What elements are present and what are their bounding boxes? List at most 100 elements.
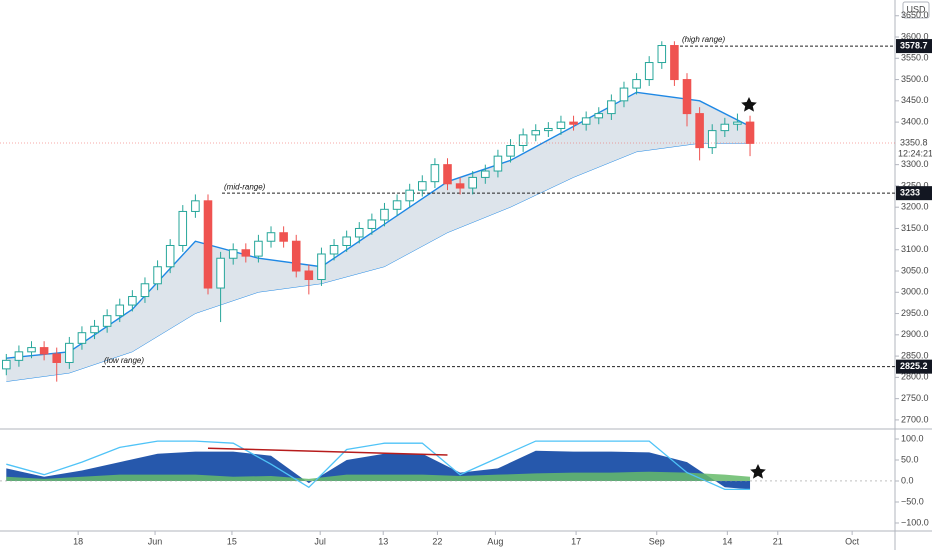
candle-body <box>506 145 515 157</box>
candle-body <box>695 113 704 149</box>
candle-body <box>52 353 62 363</box>
x-tick-label: 13 <box>378 536 388 546</box>
candle-body <box>266 232 276 242</box>
level-tag-label: 2825.2 <box>900 361 928 371</box>
y-tick-label: 3650.0 <box>901 10 929 20</box>
y-tick-label: 2850.0 <box>901 350 929 360</box>
candle-body <box>455 183 465 189</box>
candle-body <box>531 130 541 136</box>
candle-body <box>493 155 503 172</box>
candle-body <box>405 189 414 202</box>
x-tick-label: 22 <box>432 536 442 546</box>
osc-y-tick-label: −100.0 <box>901 517 929 527</box>
candle-body <box>241 249 251 257</box>
osc-y-tick-label: 50.0 <box>901 454 919 464</box>
level-note: (low range) <box>104 356 144 365</box>
candle-body <box>594 113 604 119</box>
candle-body <box>544 127 553 132</box>
candle-body <box>367 219 377 229</box>
candle-body <box>128 296 137 306</box>
candle-body <box>418 181 427 191</box>
x-tick-label: 21 <box>773 536 783 546</box>
level-note: (high range) <box>682 35 725 44</box>
y-tick-label: 3550.0 <box>901 53 929 63</box>
osc-y-tick-label: −50.0 <box>901 496 924 506</box>
y-tick-label: 3100.0 <box>901 244 929 254</box>
star-icon <box>741 97 757 112</box>
y-tick-label: 3250.0 <box>901 180 929 190</box>
x-tick-label: Sep <box>649 536 665 546</box>
candle-body <box>165 244 175 268</box>
candle-body <box>304 270 314 281</box>
candle-body <box>102 315 112 327</box>
candle-body <box>657 45 667 64</box>
candle-body <box>569 121 578 125</box>
candle-body <box>90 325 99 334</box>
candle-body <box>430 164 440 183</box>
candle-body <box>342 236 351 246</box>
candle-body <box>203 200 213 289</box>
x-tick-label: 18 <box>73 536 83 546</box>
candle-body <box>2 359 11 370</box>
x-tick-label: Oct <box>845 536 860 546</box>
y-tick-label: 3500.0 <box>901 74 929 84</box>
candle-body <box>632 79 641 89</box>
x-tick-label: Aug <box>487 536 503 546</box>
candle-body <box>644 62 654 81</box>
candle-body <box>556 121 566 129</box>
candle-body <box>216 257 225 289</box>
candle-body <box>380 208 389 221</box>
ribbon-lower <box>6 143 751 382</box>
y-tick-label: 3300.0 <box>901 159 929 169</box>
candle-body <box>329 244 339 255</box>
candle-body <box>39 347 49 355</box>
candle-body <box>481 170 490 178</box>
level-tag <box>896 39 932 54</box>
y-tick-label: 3400.0 <box>901 116 929 126</box>
y-tick-label: 2700.0 <box>901 414 929 424</box>
divergence-line <box>207 447 448 456</box>
candle-body <box>178 210 188 246</box>
y-tick-label: 2750.0 <box>901 393 929 403</box>
candle-body <box>254 240 263 257</box>
y-tick-label: 2800.0 <box>901 372 929 382</box>
candle-body <box>392 200 402 210</box>
candle-body <box>518 134 528 147</box>
y-tick-label: 2950.0 <box>901 308 929 318</box>
candle-body <box>733 121 742 125</box>
candle-body <box>140 283 150 298</box>
osc-signal-line <box>6 440 751 491</box>
osc-y-tick-label: 0.0 <box>901 475 914 485</box>
candle-body <box>707 130 717 149</box>
candle-body <box>153 266 162 285</box>
y-tick-label: 3150.0 <box>901 223 929 233</box>
candle-body <box>191 200 200 212</box>
candle-body <box>670 45 679 81</box>
candle-body <box>443 164 452 185</box>
candle-body <box>228 249 238 259</box>
y-tick-label: 3200.0 <box>901 202 929 212</box>
candle-body <box>279 232 288 242</box>
y-tick-label: 3450.0 <box>901 95 929 105</box>
x-tick-label: 17 <box>571 536 581 546</box>
y-tick-label: 3050.0 <box>901 265 929 275</box>
candle-body <box>720 123 730 132</box>
level-tag <box>896 359 932 374</box>
level-tag-label: 3233 <box>900 188 920 198</box>
candle-body <box>581 117 591 125</box>
x-tick-label: 15 <box>227 536 237 546</box>
candle-body <box>468 176 477 189</box>
candle-body <box>745 121 755 144</box>
countdown: 12:24:21 <box>898 148 932 158</box>
candle-body <box>65 342 74 363</box>
y-tick-label: 2900.0 <box>901 329 929 339</box>
candle-body <box>354 227 364 238</box>
candle-body <box>77 332 87 344</box>
level-tag-label: 3578.7 <box>900 40 928 50</box>
level-note: (mid-range) <box>224 182 266 191</box>
y-tick-label: 3600.0 <box>901 31 929 41</box>
currency-box[interactable] <box>902 1 930 19</box>
candle-body <box>682 79 692 115</box>
level-tag <box>896 186 932 201</box>
